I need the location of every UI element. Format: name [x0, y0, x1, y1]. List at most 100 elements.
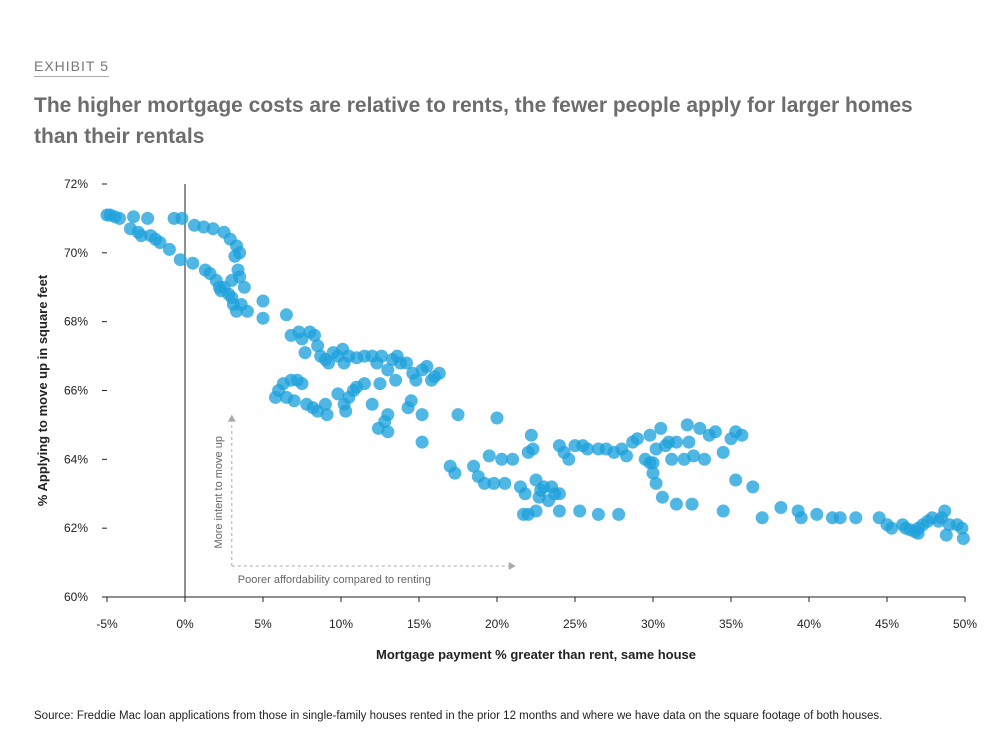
data-point	[322, 356, 335, 370]
data-point	[482, 449, 496, 463]
data-point	[381, 425, 395, 439]
data-point	[665, 452, 679, 466]
data-point	[687, 449, 701, 463]
x-tick-label: 35%	[719, 617, 743, 631]
data-point	[755, 511, 769, 525]
data-point	[620, 449, 633, 463]
data-point	[693, 421, 707, 435]
data-point	[127, 210, 140, 224]
data-point	[409, 373, 423, 387]
x-tick-label: 25%	[563, 617, 587, 631]
horizontal-arrow-label: Poorer affordability compared to renting	[238, 574, 431, 586]
data-point	[400, 356, 413, 370]
data-point	[448, 466, 462, 480]
chart-title: The higher mortgage costs are relative t…	[34, 94, 913, 148]
data-point	[432, 366, 446, 380]
data-point	[331, 387, 345, 401]
data-point	[581, 442, 594, 456]
data-point	[591, 507, 605, 521]
data-point	[955, 521, 969, 535]
data-point	[113, 211, 126, 225]
data-point	[517, 507, 530, 521]
data-point	[630, 432, 644, 446]
data-point	[311, 339, 325, 353]
y-axis-title: % Applying to move up in square feet	[35, 274, 50, 506]
data-point	[774, 501, 788, 514]
axes: -5% 0% 5% 10% 15% 20% 25% 30% 35% 40% 45% 50% 60% 62%…	[64, 177, 977, 631]
data-point	[134, 229, 148, 243]
data-point	[885, 521, 899, 535]
data-point	[373, 377, 387, 391]
data-point	[478, 476, 491, 490]
data-point	[646, 466, 660, 480]
x-tick-label: 45%	[875, 617, 899, 631]
data-point	[228, 249, 242, 263]
data-point	[490, 411, 504, 425]
data-point	[911, 526, 925, 540]
x-tick-label: 0%	[176, 617, 194, 631]
data-point	[680, 418, 694, 432]
data-point	[643, 456, 657, 470]
vertical-arrow-label: More intent to move up	[213, 436, 225, 549]
data-point	[716, 445, 730, 459]
data-point	[381, 363, 395, 377]
data-point	[669, 435, 683, 449]
data-point	[524, 428, 538, 442]
data-point	[233, 270, 247, 284]
data-point	[420, 359, 434, 373]
data-point	[162, 242, 176, 256]
data-point	[735, 428, 749, 442]
x-axis-title: Mortgage payment % greater than rent, sa…	[376, 647, 696, 662]
y-tick-label: 70%	[64, 246, 88, 260]
data-point	[279, 308, 293, 322]
data-point	[173, 253, 187, 267]
y-tick-label: 72%	[64, 177, 88, 191]
data-point	[269, 390, 282, 404]
data-point	[256, 294, 270, 308]
data-point	[746, 480, 760, 494]
data-point	[849, 511, 863, 525]
data-point	[287, 394, 301, 408]
data-point	[451, 408, 465, 422]
data-point	[655, 490, 669, 504]
data-point	[794, 511, 808, 525]
data-point	[415, 435, 429, 449]
data-point	[518, 487, 532, 501]
data-point	[573, 504, 587, 518]
y-tick-label: 62%	[64, 521, 88, 535]
data-point	[552, 504, 566, 518]
data-point	[498, 476, 512, 490]
x-tick-label: 20%	[485, 617, 509, 631]
x-tick-label: 40%	[797, 617, 821, 631]
x-tick-label: 50%	[953, 617, 977, 631]
data-point	[956, 532, 970, 545]
data-point	[206, 222, 220, 236]
y-tick-label: 64%	[64, 452, 88, 466]
data-point	[682, 435, 696, 449]
data-point	[833, 511, 847, 525]
data-point	[308, 328, 321, 342]
data-point	[939, 528, 953, 542]
data-point	[612, 507, 626, 521]
x-tick-label: -5%	[96, 617, 118, 631]
x-tick-label: 30%	[641, 617, 665, 631]
data-point	[141, 211, 155, 225]
data-point	[529, 504, 543, 518]
data-point	[237, 280, 251, 294]
scatter-chart: -5% 0% 5% 10% 15% 20% 25% 30% 35% 40% 45% 50% 60% 62%…	[35, 177, 977, 662]
data-point	[562, 452, 576, 466]
data-point	[708, 425, 722, 439]
data-point	[306, 401, 320, 415]
data-point	[175, 211, 189, 225]
x-tick-label: 15%	[407, 617, 431, 631]
data-point	[401, 401, 415, 415]
x-tick-label: 5%	[254, 617, 272, 631]
vertical-arrow-head	[227, 414, 236, 422]
data-point	[186, 256, 200, 270]
data-point	[552, 487, 566, 501]
data-points	[100, 208, 970, 545]
data-point	[938, 504, 952, 518]
data-point	[716, 504, 730, 518]
y-tick-label: 68%	[64, 315, 88, 329]
data-point	[698, 452, 711, 466]
